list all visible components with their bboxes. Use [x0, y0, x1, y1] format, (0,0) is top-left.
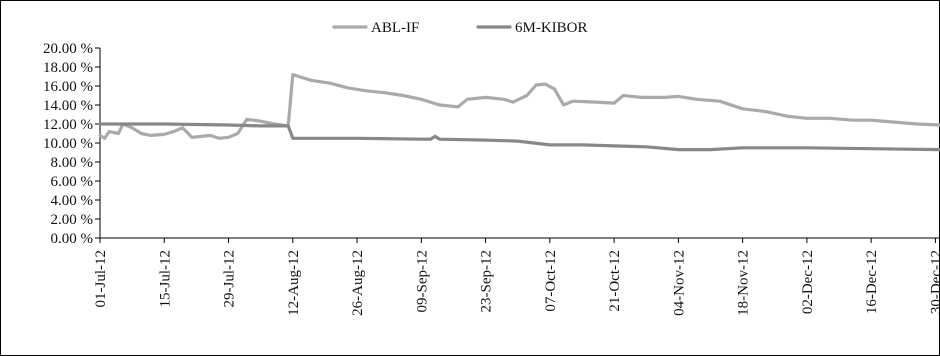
y-tick-label: 18.00 %: [43, 60, 93, 76]
x-tick-label: 07-Oct-12: [543, 250, 559, 312]
y-tick-label: 20.00 %: [43, 41, 93, 57]
series-line-6m-kibor: [98, 122, 940, 152]
y-tick-label: 4.00 %: [51, 193, 94, 209]
x-tick-label: 04-Nov-12: [671, 250, 687, 316]
x-tick-label: 16-Dec-12: [864, 250, 880, 314]
x-tick-label: 23-Sep-12: [479, 250, 495, 313]
x-tick-label: 15-Jul-12: [157, 250, 173, 308]
x-tick-label: 12-Aug-12: [286, 250, 302, 316]
x-tick-label: 18-Nov-12: [736, 250, 752, 316]
x-tick-label: 09-Sep-12: [414, 250, 430, 313]
x-axis: 01-Jul-12 15-Jul-12 29-Jul-12 12-Aug-12 26-A…: [93, 237, 940, 316]
y-tick-label: 10.00 %: [43, 136, 93, 152]
series-line-abl-if: [98, 73, 940, 140]
plot-area: [98, 73, 940, 152]
y-axis: 0.00 % 2.00 % 4.00 % 6.00 % 8.00 % 10.00 % 12.…: [43, 41, 101, 247]
y-tick-label: 0.00 %: [51, 231, 94, 247]
legend: ABL-IF 6M-KIBOR: [332, 20, 588, 36]
y-tick-label: 14.00 %: [43, 98, 93, 114]
x-tick-label: 29-Jul-12: [222, 250, 238, 308]
x-tick-label: 21-Oct-12: [607, 250, 623, 312]
y-tick-label: 6.00 %: [51, 174, 94, 190]
x-tick-label: 01-Jul-12: [93, 250, 109, 308]
x-tick-label: 02-Dec-12: [800, 250, 816, 314]
x-tick-label: 30-Dec-12: [928, 250, 940, 314]
x-tick-label: 26-Aug-12: [350, 250, 366, 316]
legend-label-6m-kibor: 6M-KIBOR: [515, 20, 588, 36]
y-tick-label: 8.00 %: [51, 155, 94, 171]
y-tick-label: 16.00 %: [43, 79, 93, 95]
legend-label-abl-if: ABL-IF: [371, 20, 419, 36]
y-tick-label: 2.00 %: [51, 212, 94, 228]
y-tick-label: 12.00 %: [43, 117, 93, 133]
